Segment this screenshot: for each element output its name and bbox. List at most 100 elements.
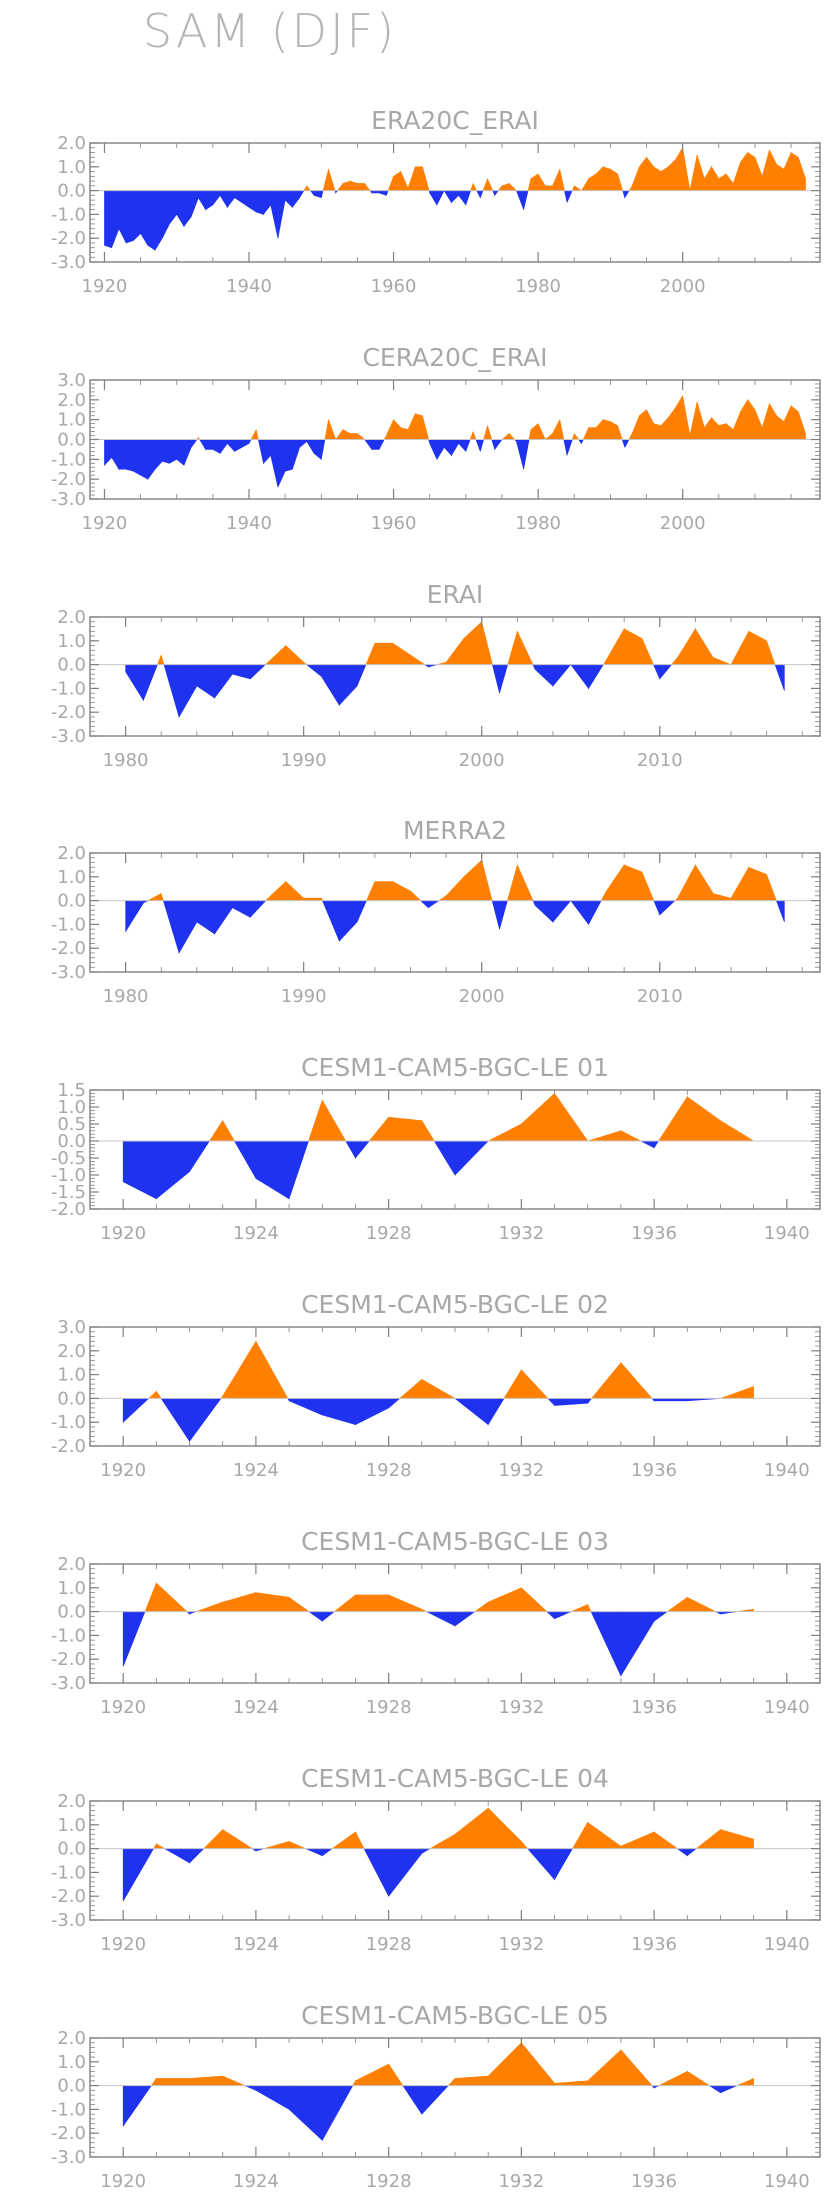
x-tick-label: 1920	[82, 513, 128, 534]
area-segment-negative	[189, 1848, 205, 1864]
area-segment-positive	[355, 1594, 389, 1612]
x-tick-label: 1928	[366, 1697, 412, 1718]
x-tick-label: 1920	[82, 276, 128, 297]
area-segment-positive	[732, 411, 741, 440]
area-segment-negative	[189, 1140, 211, 1173]
y-tick-label: 2.0	[57, 843, 86, 864]
area-segment-positive	[374, 881, 393, 901]
area-segment-positive	[667, 406, 676, 440]
area-segment-negative	[288, 2085, 323, 2142]
area-segment-positive	[414, 413, 423, 440]
area-segment-negative	[111, 439, 120, 471]
y-tick-label: -2.0	[51, 1199, 86, 1220]
area-segment-positive	[508, 432, 516, 440]
area-segment-positive	[695, 627, 714, 665]
area-segment-positive	[487, 425, 493, 440]
area-segment-positive	[761, 150, 770, 191]
area-segment-positive	[400, 171, 409, 191]
panel-title: CESM1-CAM5-BGC-LE 05	[301, 2001, 609, 2030]
area-segment-negative	[499, 664, 509, 694]
y-tick-label: -1.0	[51, 1412, 86, 1433]
area-segment-positive	[718, 423, 727, 440]
area-segment-positive	[639, 156, 647, 191]
y-tick-label: -1.0	[51, 2099, 86, 2120]
area-segment-positive	[660, 416, 669, 440]
area-segment-positive	[303, 184, 308, 191]
area-segment-negative	[492, 190, 496, 196]
area-segment-negative	[588, 900, 602, 925]
area-segment-positive	[552, 419, 561, 440]
area-segment-positive	[322, 169, 329, 191]
area-segment-negative	[624, 439, 630, 448]
area-segment-negative	[241, 190, 250, 208]
area-segment-negative	[624, 190, 630, 199]
area-segment-negative	[479, 190, 484, 198]
area-segment-negative	[587, 1398, 593, 1404]
y-tick-label: 1.0	[57, 410, 86, 431]
chart-panel-4: MERRA2 2.0 1.0 0.0-1.0 -2.0 -3.0 1980 1990 2000 2…	[51, 816, 821, 1007]
area-segment-positive	[747, 398, 756, 440]
area-segment-negative	[133, 190, 141, 242]
area-segment-positive	[573, 432, 580, 440]
chart-panel-2: CERA20C_ERAI 3.02.01.00.0-1.0-2.0-3.0 1920…	[51, 343, 821, 534]
area-segment-positive	[156, 2078, 190, 2086]
area-segment-negative	[570, 900, 589, 926]
area-segment-negative	[125, 900, 144, 933]
x-tick-label: 1920	[100, 1697, 146, 1718]
y-tick-label: 2.0	[57, 1341, 86, 1362]
x-tick-label: 1920	[100, 1223, 146, 1244]
area-segment-positive	[602, 166, 611, 191]
area-segment-negative	[299, 190, 305, 199]
area-segment-negative	[526, 1848, 555, 1881]
area-segment-positive	[602, 419, 611, 440]
area-segment-negative	[563, 439, 568, 456]
area-segment-positive	[422, 166, 430, 191]
area-segment-negative	[388, 1848, 423, 1898]
area-segment-positive	[308, 1100, 323, 1142]
area-segment-positive	[748, 630, 767, 665]
area-segment-positive	[364, 182, 371, 191]
area-segment-positive	[720, 1829, 754, 1849]
area-segment-negative	[363, 1848, 389, 1897]
area-segment-positive	[530, 173, 539, 191]
area-segment-negative	[161, 190, 170, 239]
area-segment-negative	[169, 190, 178, 225]
area-segment-negative	[554, 1398, 589, 1406]
x-tick-label: 1936	[631, 1223, 677, 1244]
x-tick-label: 1940	[764, 1697, 810, 1718]
area-segment-negative	[233, 1140, 257, 1180]
area-segment-positive	[587, 2049, 622, 2086]
x-tick-label: 2000	[459, 986, 505, 1007]
panel-title: ERAI	[427, 580, 484, 609]
area-segment-negative	[104, 190, 112, 249]
area-segment-positive	[798, 411, 806, 440]
area-segment-negative	[122, 1611, 146, 1667]
area-segment-negative	[306, 439, 315, 455]
chart-panel-8: CESM1-CAM5-BGC-LE 04 2.0 1.0 0.0-1.0 -2.0 -3.…	[51, 1764, 821, 1955]
area-segment-negative	[288, 1398, 323, 1416]
area-segment-negative	[364, 439, 373, 451]
area-segment-positive	[342, 180, 351, 191]
area-segment-positive	[704, 416, 712, 440]
area-segment-negative	[475, 439, 481, 452]
area-segment-positive	[521, 1840, 529, 1849]
area-segment-negative	[147, 439, 156, 481]
area-segment-positive	[267, 644, 287, 665]
area-segment-positive	[250, 429, 257, 440]
area-segment-negative	[720, 2085, 738, 2094]
area-segment-positive	[617, 425, 623, 440]
area-segment-positive	[386, 419, 394, 440]
area-segment-positive	[157, 654, 162, 665]
y-tick-label: 0.0	[57, 891, 86, 912]
area-segment-positive	[472, 183, 478, 191]
area-segment-negative	[163, 664, 180, 718]
area-segment-negative	[196, 664, 215, 699]
x-tick-label: 1932	[498, 2171, 544, 2192]
area-segment-positive	[454, 2075, 489, 2086]
y-tick-label: 2.0	[57, 390, 86, 411]
area-segment-negative	[566, 439, 573, 456]
area-segment-negative	[356, 900, 367, 923]
y-tick-label: -3.0	[51, 2147, 86, 2168]
area-segment-positive	[588, 173, 597, 191]
area-segment-positive	[617, 173, 624, 191]
